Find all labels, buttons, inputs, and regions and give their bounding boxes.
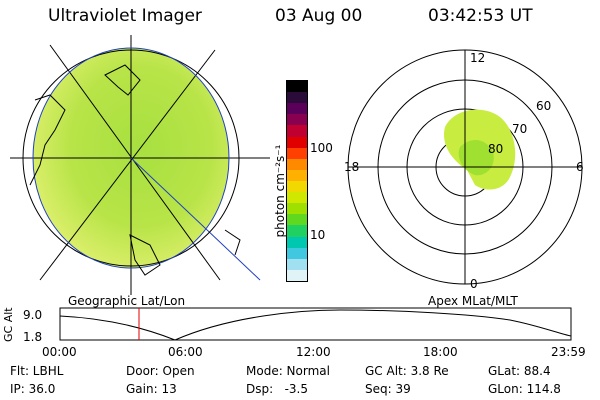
altitude-curve [59, 309, 572, 341]
colorbar-swatch [287, 147, 307, 159]
mlat-label-60: 60 [536, 99, 551, 113]
colorbar-tick-10: 10 [310, 228, 326, 242]
longitude-line [39, 49, 216, 281]
mlat-label-80: 80 [488, 142, 503, 156]
mlt-label-18: 18 [344, 160, 359, 174]
auroral-image-core [458, 140, 494, 176]
color-scale-bar [286, 80, 308, 282]
filter-info: Flt: LBHL [10, 364, 64, 378]
colorbar-swatch [287, 269, 307, 281]
mlt-label-0: 0 [470, 277, 478, 290]
colorbar-swatch [287, 258, 307, 270]
colorbar-swatch [287, 180, 307, 193]
gc-alt-axis-label: GC Alt [2, 307, 15, 342]
terminator-line [130, 157, 261, 281]
colorbar-swatch [287, 158, 307, 170]
geographic-caption: Geographic Lat/Lon [68, 294, 186, 308]
x-tick-0000: 00:00 [42, 345, 77, 359]
ip-info: IP: 36.0 [10, 382, 56, 396]
colorbar-tick-100: 100 [310, 141, 333, 155]
coastline [129, 234, 161, 276]
colorbar-unit-label: photon cm⁻²s⁻¹ [273, 144, 287, 238]
x-tick-2359: 23:59 [551, 345, 586, 359]
x-tick-1200: 12:00 [296, 345, 331, 359]
colorbar-swatch [287, 214, 307, 226]
y-tick-1-8: 1.8 [23, 330, 42, 344]
colorbar-swatch [287, 203, 307, 215]
coastline [224, 229, 241, 256]
colorbar-swatch [287, 81, 307, 93]
polar-plot-panel: 12 18 6 0 60 70 80 [344, 49, 584, 290]
glon-info: GLon: 114.8 [488, 382, 561, 396]
colorbar-swatch [287, 169, 307, 181]
y-tick-9: 9.0 [23, 308, 42, 322]
colorbar-swatch [287, 225, 307, 237]
glat-info: GLat: 88.4 [488, 364, 551, 378]
colorbar-swatch [287, 103, 307, 115]
x-tick-0600: 06:00 [168, 345, 203, 359]
colorbar-swatch [287, 236, 307, 248]
mlat-label-70: 70 [512, 122, 527, 136]
dsp-info: Dsp: -3.5 [246, 382, 309, 396]
time-label: 03:42:53 UT [428, 6, 533, 26]
gain-info: Gain: 13 [126, 382, 177, 396]
timeline-frame [59, 307, 572, 341]
apex-caption: Apex MLat/MLT [428, 294, 518, 308]
instrument-title: Ultraviolet Imager [48, 6, 202, 26]
mlt-label-12: 12 [470, 51, 485, 65]
colorbar-swatch [287, 92, 307, 104]
disk-limb [32, 47, 230, 269]
colorbar-swatch [287, 192, 307, 204]
colorbar-swatch [287, 247, 307, 259]
gc-alt-info: GC Alt: 3.8 Re [365, 364, 449, 378]
mlt-label-6: 6 [576, 160, 584, 174]
door-info: Door: Open [126, 364, 195, 378]
geographic-image-panel [10, 35, 270, 295]
date-label: 03 Aug 00 [275, 6, 363, 26]
latitude-circle [22, 49, 240, 267]
colorbar-swatch [287, 136, 307, 148]
colorbar-swatch [287, 114, 307, 126]
coastline [104, 64, 141, 96]
altitude-timeline-plot: 9.0 1.8 GC Alt [2, 307, 572, 344]
coastline [29, 94, 66, 186]
mode-info: Mode: Normal [246, 364, 330, 378]
longitude-line [49, 44, 221, 281]
colorbar-swatch [287, 125, 307, 137]
seq-info: Seq: 39 [365, 382, 411, 396]
x-tick-1800: 18:00 [423, 345, 458, 359]
